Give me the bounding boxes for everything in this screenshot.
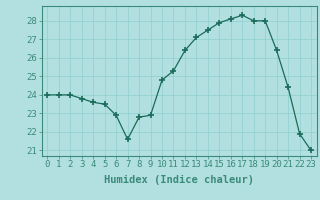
X-axis label: Humidex (Indice chaleur): Humidex (Indice chaleur) [104,175,254,185]
